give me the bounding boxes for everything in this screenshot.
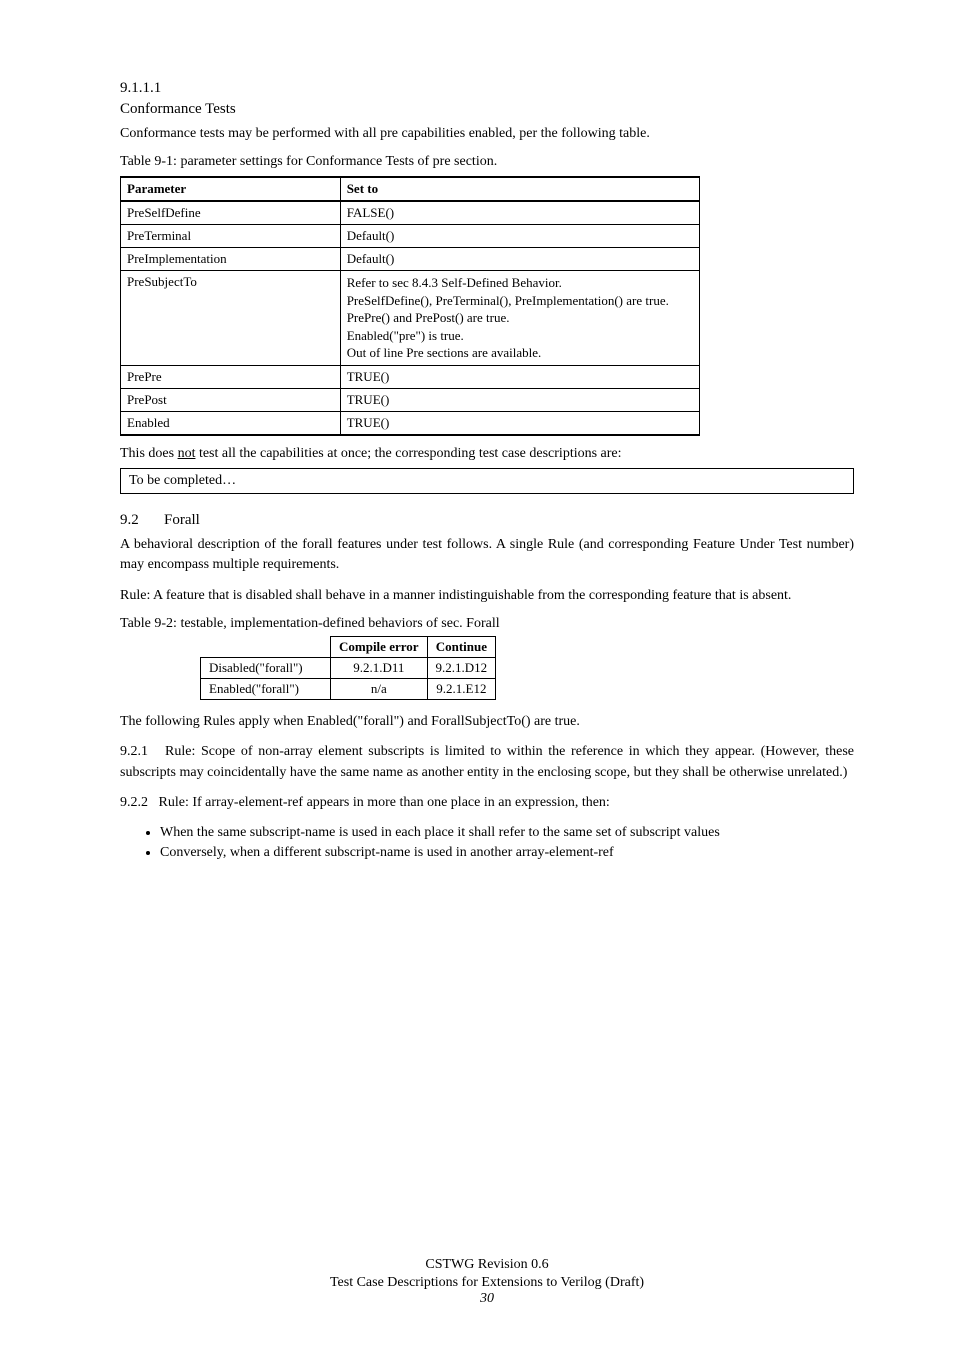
sub92-title: Forall	[164, 512, 854, 529]
table2-cell: 9.2.1.D11	[331, 657, 428, 678]
rule-922-text: Rule: If array-element-ref appears in mo…	[159, 795, 610, 810]
section-title: Conformance Tests	[120, 101, 854, 118]
cell-param: PrePre	[121, 366, 341, 389]
cell-set: Refer to sec 8.4.3 Self-Defined Behavior…	[340, 271, 699, 366]
cell-param: PrePost	[121, 389, 341, 412]
table1-header-set: Set to	[340, 177, 699, 201]
note-not: not	[178, 446, 196, 461]
table1-header-param: Parameter	[121, 177, 341, 201]
table-row: PrePost TRUE()	[121, 389, 700, 412]
section-label: 9.1.1.1	[120, 80, 854, 97]
sub92-p1: A behavioral description of the forall f…	[120, 535, 854, 576]
table1-caption: Table 9-1: parameter settings for Confor…	[120, 154, 854, 170]
after-t2: The following Rules apply when Enabled("…	[120, 712, 854, 732]
note-after: test all the capabilities at once; the c…	[195, 446, 621, 461]
bullet-item: When the same subscript-name is used in …	[160, 823, 854, 843]
table2: Compile error Continue Disabled("forall"…	[200, 636, 496, 700]
cell-set: TRUE()	[340, 412, 699, 436]
note-line: This does not test all the capabilities …	[120, 446, 854, 462]
table-row: PreSubjectTo Refer to sec 8.4.3 Self-Def…	[121, 271, 700, 366]
todo-box: To be completed…	[120, 468, 854, 494]
cell-set: TRUE()	[340, 366, 699, 389]
cell-set: TRUE()	[340, 389, 699, 412]
rule-922: 9.2.2 Rule: If array-element-ref appears…	[120, 793, 854, 813]
table-row: PreSelfDefine FALSE()	[121, 201, 700, 225]
table2-cell: n/a	[331, 678, 428, 699]
table2-cell: 9.2.1.E12	[427, 678, 496, 699]
sub92-p2: Rule: A feature that is disabled shall b…	[120, 586, 854, 606]
footer-line1: CSTWG Revision 0.6	[120, 1257, 854, 1273]
cell-set: Default()	[340, 248, 699, 271]
cell-param: PreSubjectTo	[121, 271, 341, 366]
page-footer: CSTWG Revision 0.6 Test Case Description…	[120, 1257, 854, 1307]
footer-line2: Test Case Descriptions for Extensions to…	[120, 1275, 854, 1291]
blank-corner	[201, 636, 331, 657]
table2-rowlabel: Disabled("forall")	[201, 657, 331, 678]
cell-param: Enabled	[121, 412, 341, 436]
cell-set: FALSE()	[340, 201, 699, 225]
table-row: Enabled TRUE()	[121, 412, 700, 436]
rule-922-num: 9.2.2	[120, 795, 148, 810]
rule-921: 9.2.1 Rule: Scope of non-array element s…	[120, 742, 854, 783]
table2-cell: 9.2.1.D12	[427, 657, 496, 678]
table-row: PreTerminal Default()	[121, 225, 700, 248]
table2-caption: Table 9-2: testable, implementation-defi…	[120, 616, 854, 632]
table2-header-c2: Continue	[427, 636, 496, 657]
sub92-number: 9.2	[120, 512, 164, 529]
sub92-heading: 9.2 Forall	[120, 512, 854, 529]
bullet-item: Conversely, when a different subscript-n…	[160, 843, 854, 863]
table-row: Disabled("forall") 9.2.1.D11 9.2.1.D12	[201, 657, 496, 678]
cell-param: PreImplementation	[121, 248, 341, 271]
table2-header-c1: Compile error	[331, 636, 428, 657]
rule-921-num: 9.2.1	[120, 744, 148, 759]
table-row: PrePre TRUE()	[121, 366, 700, 389]
table1: Parameter Set to PreSelfDefine FALSE() P…	[120, 176, 700, 436]
section-intro: Conformance tests may be performed with …	[120, 124, 854, 144]
cell-param: PreSelfDefine	[121, 201, 341, 225]
table-row: PreImplementation Default()	[121, 248, 700, 271]
cell-param: PreTerminal	[121, 225, 341, 248]
footer-page: 30	[120, 1291, 854, 1307]
rule-921-text: Rule: Scope of non-array element subscri…	[120, 744, 854, 779]
table-row: Enabled("forall") n/a 9.2.1.E12	[201, 678, 496, 699]
cell-set: Default()	[340, 225, 699, 248]
table2-rowlabel: Enabled("forall")	[201, 678, 331, 699]
note-before: This does	[120, 446, 178, 461]
